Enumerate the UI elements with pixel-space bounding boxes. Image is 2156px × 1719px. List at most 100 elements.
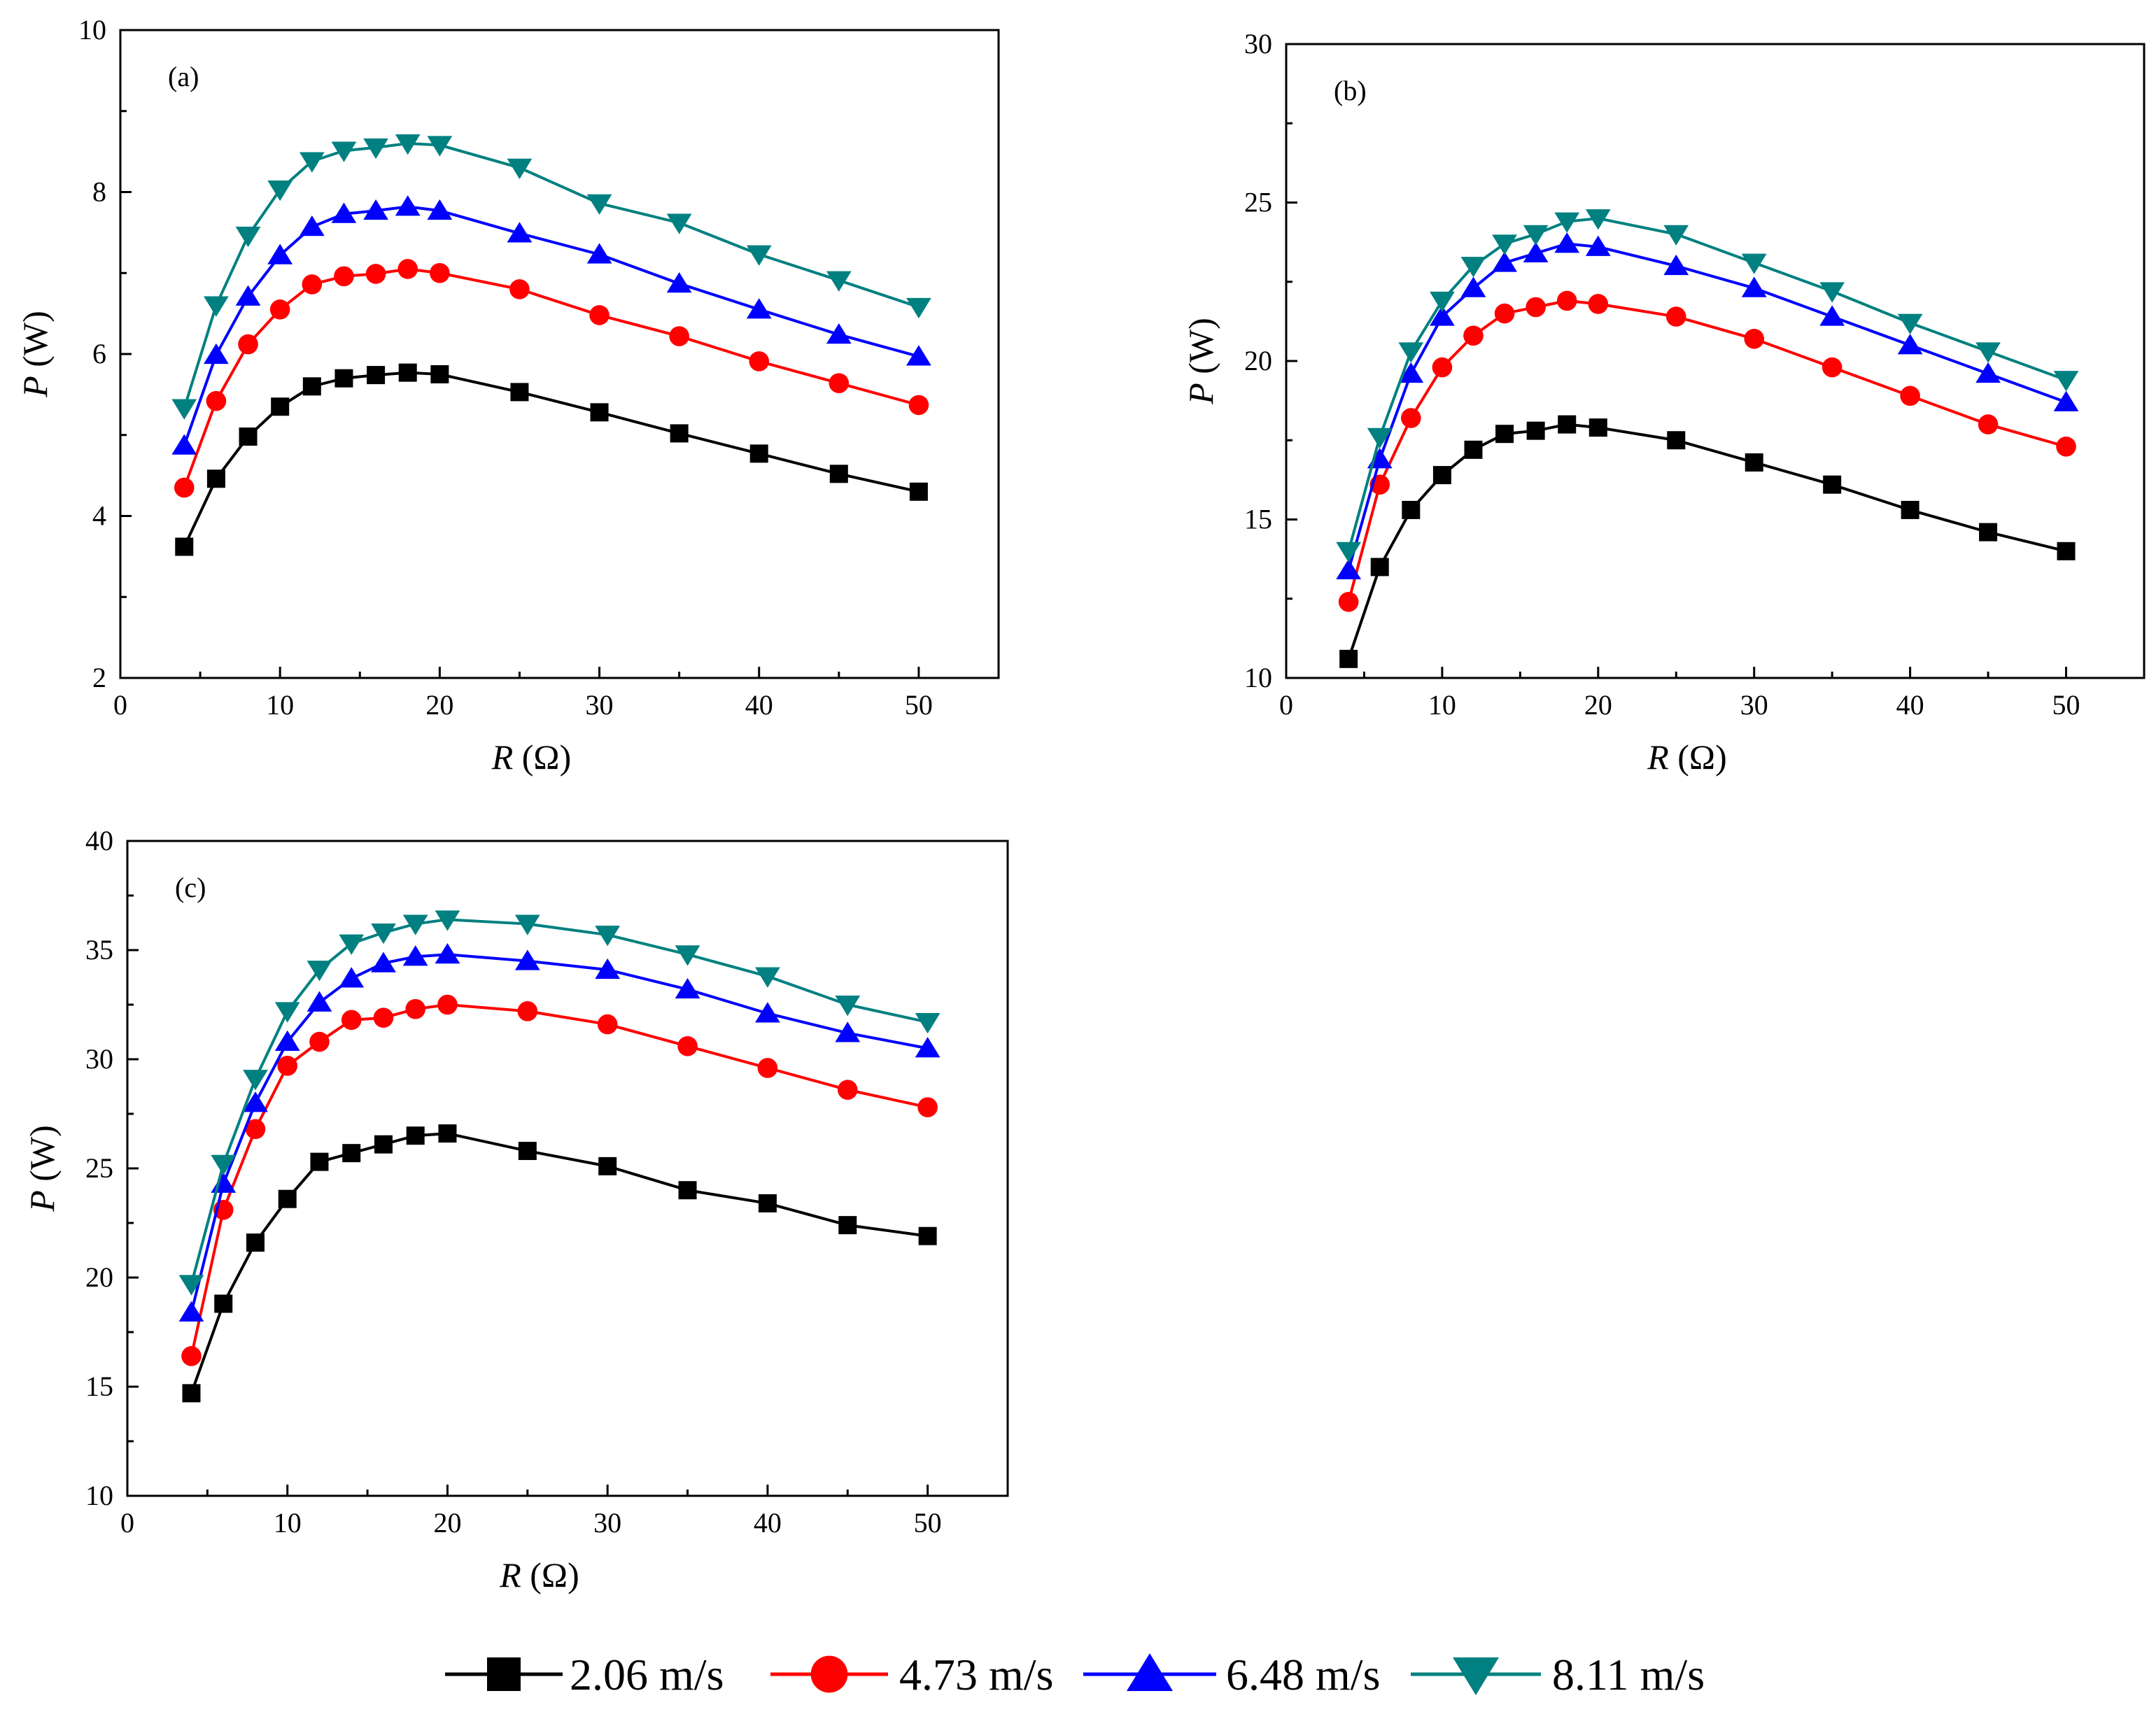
data-point	[363, 199, 388, 220]
data-point	[1585, 235, 1611, 256]
y-tick-label: 6	[92, 338, 106, 369]
x-tick-label: 0	[120, 1507, 134, 1538]
data-point	[367, 366, 386, 385]
data-point	[246, 1233, 265, 1252]
y-tick-label: 25	[1244, 187, 1272, 218]
data-point	[438, 1124, 457, 1143]
data-point	[1744, 328, 1765, 349]
data-point	[1398, 362, 1424, 383]
data-point	[395, 134, 421, 155]
x-axis-label: R (Ω)	[1647, 737, 1727, 777]
y-tick-label: 30	[85, 1043, 113, 1075]
data-point	[427, 136, 453, 157]
data-point	[1460, 276, 1486, 297]
data-point	[310, 1152, 329, 1171]
data-point	[586, 194, 612, 215]
data-point	[906, 297, 931, 319]
data-point	[597, 1014, 618, 1035]
data-point	[334, 369, 353, 388]
data-point	[1823, 475, 1842, 494]
series-line	[1347, 423, 2067, 660]
data-point	[267, 243, 293, 264]
data-point	[1897, 313, 1923, 334]
data-point	[1665, 306, 1686, 327]
x-axis-label: R (Ω)	[491, 737, 572, 777]
data-point	[514, 914, 540, 935]
data-point	[835, 1021, 861, 1042]
data-point	[749, 351, 770, 372]
data-point	[838, 1216, 857, 1235]
data-point	[339, 934, 365, 955]
data-point	[915, 1012, 940, 1034]
series-line	[1347, 242, 2067, 571]
series-line	[190, 1132, 928, 1394]
data-point	[755, 967, 780, 988]
data-point	[908, 395, 929, 416]
data-point	[204, 343, 229, 365]
data-point	[307, 991, 332, 1012]
data-point	[245, 1119, 266, 1140]
data-point	[178, 1301, 204, 1322]
data-point	[1338, 591, 1359, 612]
data-point	[430, 262, 450, 283]
data-point	[1558, 415, 1577, 434]
data-point	[1494, 303, 1515, 324]
data-point	[758, 1194, 777, 1212]
data-point	[1523, 225, 1549, 246]
data-point	[175, 537, 194, 556]
data-point	[1745, 453, 1763, 472]
data-point	[181, 1346, 202, 1366]
x-tick-label: 0	[1279, 689, 1293, 721]
data-point	[829, 465, 848, 483]
data-point	[1526, 421, 1545, 440]
data-point	[331, 202, 357, 223]
data-point	[666, 213, 692, 234]
data-point	[918, 1226, 937, 1245]
data-point	[757, 1058, 778, 1078]
y-tick-label: 20	[85, 1261, 113, 1293]
series-1	[175, 363, 928, 556]
legend: 2.06 m/s 4.73 m/s 6.48 m/s 8.11 m/s	[445, 1650, 1705, 1699]
data-point	[267, 181, 293, 201]
data-point	[1336, 542, 1362, 563]
data-point	[1432, 466, 1451, 485]
data-point	[669, 326, 689, 346]
data-point	[1402, 500, 1421, 519]
data-point	[1900, 385, 1920, 406]
x-tick-label: 20	[433, 1507, 461, 1538]
data-point	[507, 222, 533, 243]
series-line	[183, 142, 920, 409]
series-line	[190, 918, 929, 1285]
series-4	[1336, 209, 2079, 563]
data-point	[670, 424, 689, 443]
data-point	[307, 961, 332, 982]
data-point	[1495, 425, 1514, 444]
data-point	[1819, 305, 1845, 326]
data-point	[243, 1091, 268, 1112]
data-point	[746, 298, 772, 319]
data-point	[675, 977, 700, 999]
data-point	[1975, 362, 2001, 383]
series-3	[171, 195, 931, 455]
data-point	[406, 1126, 425, 1145]
series-3	[1336, 232, 2079, 579]
panel-label: (b)	[1334, 75, 1367, 106]
data-point	[302, 377, 321, 396]
data-point	[595, 958, 621, 979]
data-point	[1526, 297, 1546, 318]
data-point	[829, 373, 850, 393]
data-point	[1975, 342, 2001, 363]
data-point	[1663, 225, 1689, 246]
data-point	[1897, 334, 1923, 355]
series-3	[178, 942, 940, 1322]
x-tick-label: 30	[593, 1507, 621, 1538]
x-tick-label: 30	[586, 689, 614, 721]
plot-frame	[119, 29, 1000, 679]
data-point	[909, 482, 928, 501]
data-point	[274, 1002, 300, 1023]
data-point	[518, 1142, 537, 1161]
y-tick-label: 25	[85, 1152, 113, 1184]
data-point	[1741, 276, 1767, 297]
